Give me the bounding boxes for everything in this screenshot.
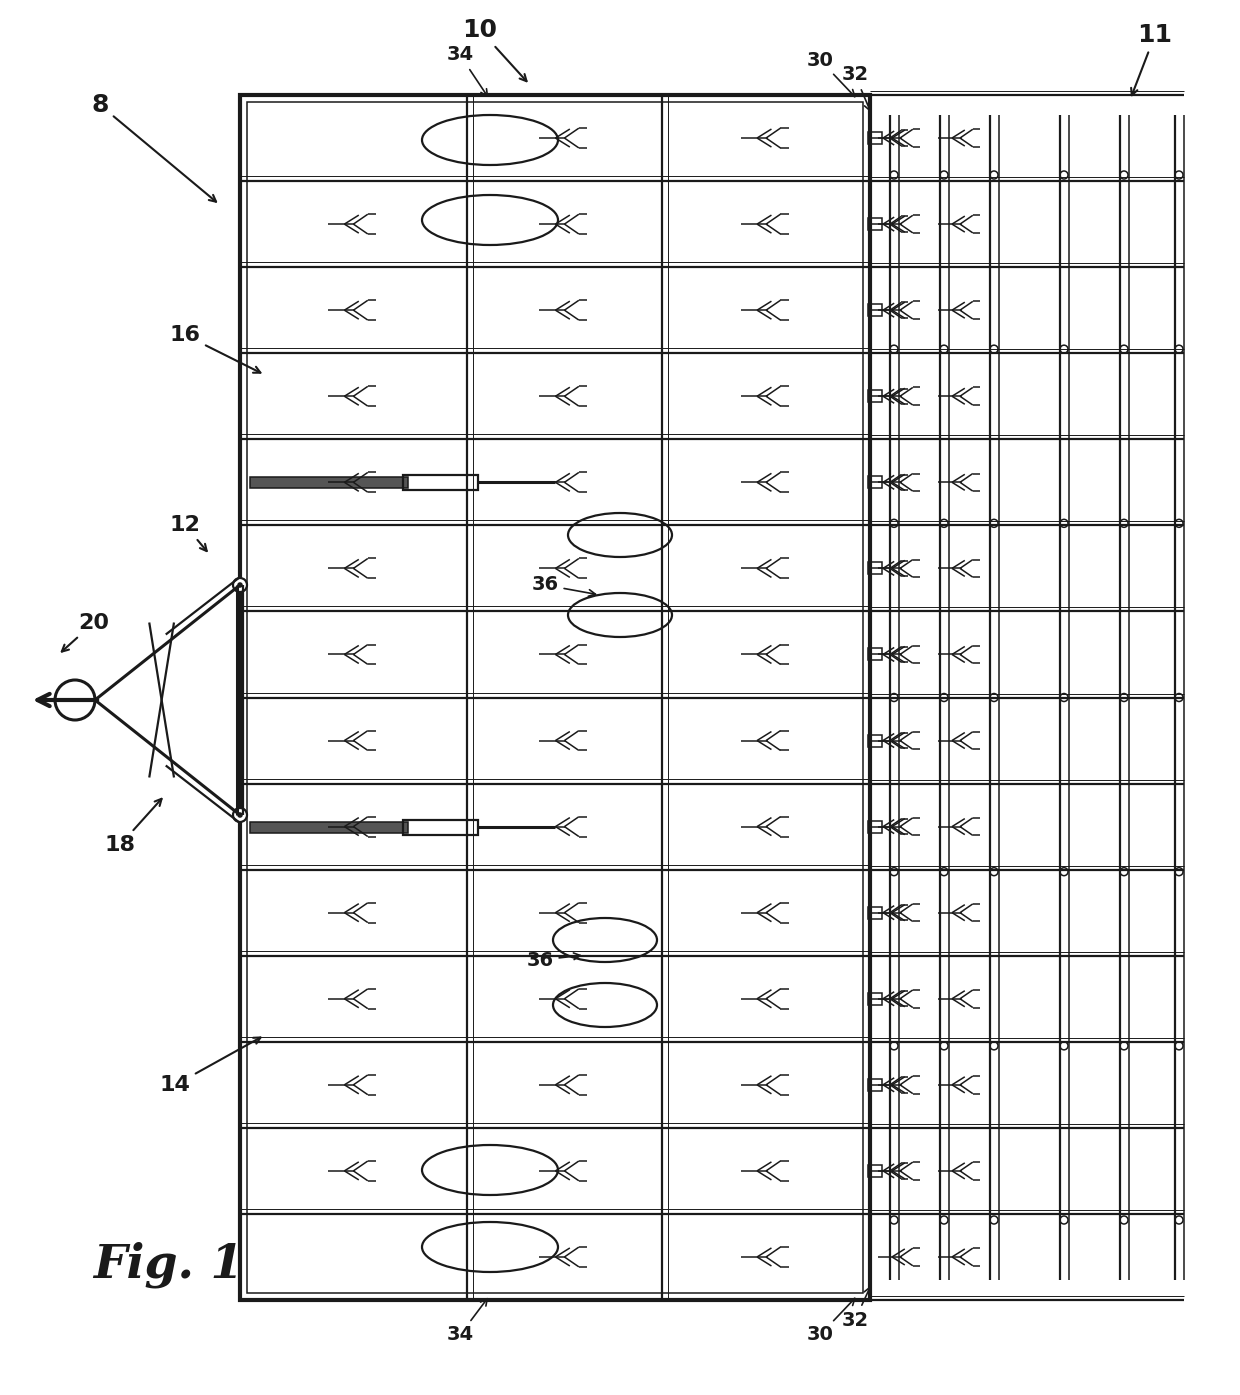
Ellipse shape [1060,519,1068,527]
Bar [250,477,408,488]
Text: 36: 36 [527,950,580,970]
Text: 8: 8 [92,93,216,202]
Bar [868,562,882,575]
Ellipse shape [940,693,949,702]
Ellipse shape [1176,1216,1183,1223]
Ellipse shape [1060,345,1068,353]
Ellipse shape [1176,868,1183,876]
Ellipse shape [1060,172,1068,179]
Ellipse shape [233,808,247,822]
Text: 34: 34 [446,1299,487,1345]
Ellipse shape [1060,1042,1068,1050]
Ellipse shape [890,1216,898,1223]
Ellipse shape [1120,1216,1128,1223]
Ellipse shape [1176,345,1183,353]
Ellipse shape [940,868,949,876]
Text: 30: 30 [806,1299,854,1345]
Ellipse shape [890,868,898,876]
Ellipse shape [1060,1216,1068,1223]
Ellipse shape [568,513,672,557]
Ellipse shape [1176,693,1183,702]
Ellipse shape [990,1216,998,1223]
Text: 20: 20 [62,612,109,651]
Bar [868,1165,882,1177]
Ellipse shape [890,519,898,527]
Ellipse shape [1120,1042,1128,1050]
Ellipse shape [940,345,949,353]
Ellipse shape [1060,868,1068,876]
Ellipse shape [1120,172,1128,179]
Ellipse shape [890,1042,898,1050]
Ellipse shape [553,983,657,1027]
Text: 34: 34 [446,46,487,96]
Text: 32: 32 [842,66,870,110]
Bar [241,95,870,1300]
Text: 32: 32 [842,1288,870,1329]
Ellipse shape [940,1042,949,1050]
Bar [868,218,882,230]
Bar [868,304,882,317]
Ellipse shape [940,172,949,179]
Bar [868,993,882,1004]
Ellipse shape [422,195,558,246]
Text: 36: 36 [532,576,595,596]
Ellipse shape [890,345,898,353]
Ellipse shape [890,693,898,702]
Bar [868,820,882,833]
Bar [250,822,408,833]
Ellipse shape [990,519,998,527]
Ellipse shape [568,593,672,638]
Ellipse shape [238,813,242,817]
Text: 12: 12 [170,515,207,551]
Ellipse shape [990,345,998,353]
Bar [403,820,479,834]
Bar [403,476,479,490]
Ellipse shape [940,519,949,527]
Text: 16: 16 [170,325,260,372]
Text: 30: 30 [806,50,854,96]
Text: Fig. 1: Fig. 1 [93,1242,243,1288]
Ellipse shape [422,1145,558,1196]
Text: 11: 11 [1131,22,1173,95]
Bar [868,735,882,746]
Ellipse shape [55,679,95,720]
Ellipse shape [422,1222,558,1272]
Text: 14: 14 [160,1038,260,1095]
Ellipse shape [990,172,998,179]
Ellipse shape [1120,519,1128,527]
Ellipse shape [1176,172,1183,179]
Ellipse shape [1060,693,1068,702]
Bar [868,649,882,660]
Text: 18: 18 [104,799,161,855]
Bar [868,476,882,488]
Ellipse shape [553,918,657,963]
Ellipse shape [1120,693,1128,702]
Ellipse shape [890,172,898,179]
Ellipse shape [940,1216,949,1223]
Ellipse shape [1120,868,1128,876]
Ellipse shape [990,693,998,702]
Ellipse shape [1120,345,1128,353]
Ellipse shape [990,1042,998,1050]
Text: 10: 10 [463,18,527,81]
Ellipse shape [990,868,998,876]
Ellipse shape [422,114,558,165]
Ellipse shape [1176,519,1183,527]
Bar [868,907,882,919]
Bar [247,102,863,1293]
Bar [868,1078,882,1091]
Bar [868,391,882,402]
Ellipse shape [1176,1042,1183,1050]
Ellipse shape [233,578,247,591]
Ellipse shape [238,583,242,587]
Bar [868,133,882,144]
